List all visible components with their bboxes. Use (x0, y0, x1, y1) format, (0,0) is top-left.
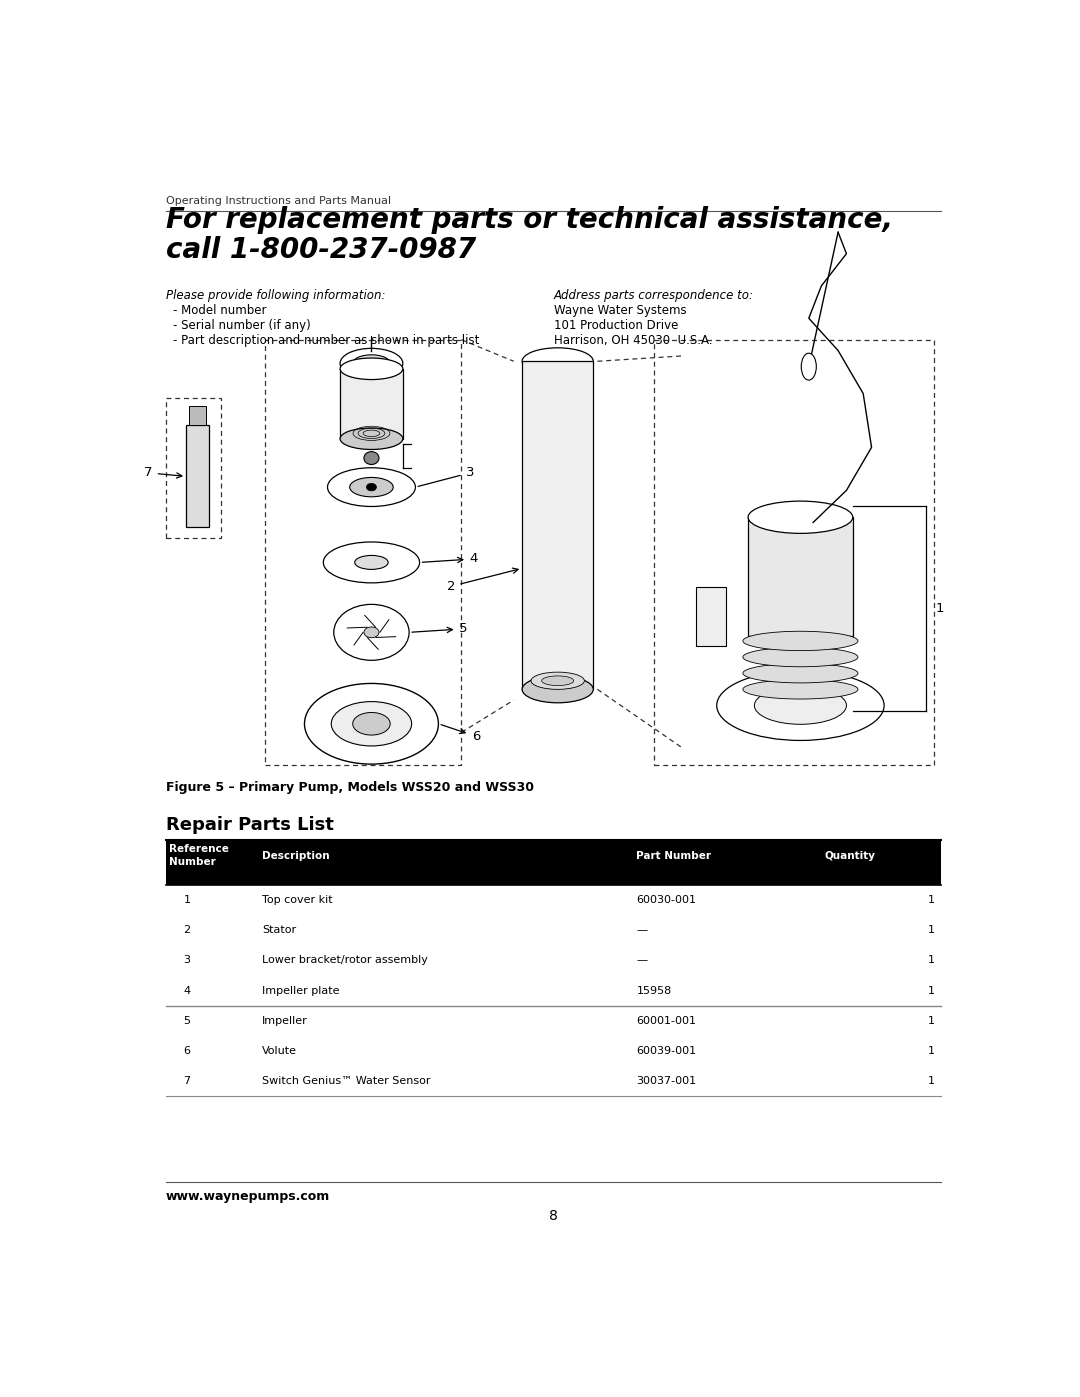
Bar (340, 369, 403, 439)
Text: 1: 1 (928, 956, 934, 965)
Text: 6: 6 (441, 725, 481, 743)
Bar (166, 1006, 941, 1035)
Text: Impeller: Impeller (262, 1016, 308, 1025)
Text: 1: 1 (928, 1076, 934, 1085)
Text: 8: 8 (549, 1208, 558, 1222)
Text: Stator: Stator (262, 925, 296, 936)
Ellipse shape (327, 468, 416, 507)
Ellipse shape (334, 605, 409, 661)
Text: 60030-001: 60030-001 (636, 895, 697, 905)
Text: 3: 3 (418, 467, 474, 486)
Ellipse shape (340, 358, 403, 380)
Text: 1: 1 (928, 1016, 934, 1025)
Text: www.waynepumps.com: www.waynepumps.com (166, 1190, 330, 1203)
Ellipse shape (323, 542, 419, 583)
Text: Figure 5 – Primary Pump, Models WSS20 and WSS30: Figure 5 – Primary Pump, Models WSS20 an… (166, 781, 534, 793)
Text: Address parts correspondence to:: Address parts correspondence to: (554, 289, 754, 302)
Ellipse shape (801, 353, 816, 380)
Text: 1: 1 (936, 602, 945, 615)
Text: Reference
Number: Reference Number (170, 844, 229, 866)
Text: 5: 5 (184, 1016, 190, 1025)
Text: 60001-001: 60001-001 (636, 1016, 697, 1025)
Text: Please provide following information:: Please provide following information: (166, 289, 386, 302)
Text: 2: 2 (184, 925, 190, 936)
Ellipse shape (354, 556, 388, 570)
Bar (166, 1035, 941, 1066)
Text: Part Number: Part Number (636, 851, 712, 861)
Ellipse shape (305, 683, 438, 764)
Text: 4: 4 (184, 985, 190, 996)
Ellipse shape (332, 701, 411, 746)
Ellipse shape (522, 348, 593, 374)
Bar (697, 587, 726, 647)
Text: Switch Genius™ Water Sensor: Switch Genius™ Water Sensor (262, 1076, 431, 1085)
Ellipse shape (364, 451, 379, 465)
Text: 4: 4 (422, 552, 478, 566)
Text: 6: 6 (184, 1046, 190, 1056)
Bar (166, 1066, 941, 1097)
Ellipse shape (350, 478, 393, 497)
Bar (166, 886, 941, 915)
Text: Top cover kit: Top cover kit (262, 895, 333, 905)
Ellipse shape (364, 627, 379, 637)
Text: 1: 1 (184, 895, 190, 905)
Text: - Serial number (if any): - Serial number (if any) (173, 320, 310, 332)
Bar (189, 407, 206, 425)
Bar (166, 946, 941, 975)
Ellipse shape (542, 676, 573, 686)
Text: Harrison, OH 45030  U.S.A.: Harrison, OH 45030 U.S.A. (554, 334, 712, 348)
Text: - Part description and number as shown in parts list: - Part description and number as shown i… (173, 334, 480, 348)
Bar (748, 517, 853, 636)
Text: Impeller plate: Impeller plate (262, 985, 340, 996)
Text: 3: 3 (184, 956, 190, 965)
Text: 60039-001: 60039-001 (636, 1046, 697, 1056)
Ellipse shape (531, 672, 584, 689)
Text: Description: Description (262, 851, 329, 861)
Ellipse shape (353, 712, 390, 735)
Text: Operating Instructions and Parts Manual: Operating Instructions and Parts Manual (166, 196, 391, 205)
Text: 2: 2 (447, 569, 518, 592)
Ellipse shape (340, 348, 403, 379)
Text: 30037-001: 30037-001 (636, 1076, 697, 1085)
Ellipse shape (748, 502, 853, 534)
Text: 1: 1 (928, 985, 934, 996)
Text: 7: 7 (184, 1076, 190, 1085)
Ellipse shape (743, 647, 858, 666)
Text: Quantity: Quantity (825, 851, 876, 861)
Text: 15958: 15958 (636, 985, 672, 996)
Text: 1: 1 (928, 1046, 934, 1056)
Ellipse shape (743, 631, 858, 651)
Text: call 1-800-237-0987: call 1-800-237-0987 (166, 236, 476, 264)
Text: Volute: Volute (262, 1046, 297, 1056)
Text: Lower bracket/rotor assembly: Lower bracket/rotor assembly (262, 956, 428, 965)
Ellipse shape (743, 664, 858, 683)
Ellipse shape (717, 671, 885, 740)
Text: 5: 5 (411, 622, 468, 636)
Bar (166, 840, 941, 886)
Text: 1: 1 (928, 925, 934, 936)
Text: 1: 1 (928, 895, 934, 905)
Bar (186, 425, 210, 528)
Ellipse shape (340, 427, 403, 450)
Ellipse shape (352, 355, 390, 372)
Text: - Model number: - Model number (173, 305, 266, 317)
Text: 101 Production Drive: 101 Production Drive (554, 320, 678, 332)
Bar (166, 915, 941, 946)
Ellipse shape (755, 687, 847, 724)
Ellipse shape (743, 680, 858, 698)
Text: —: — (636, 956, 648, 965)
Ellipse shape (366, 483, 377, 490)
Bar (166, 975, 941, 1006)
Text: Repair Parts List: Repair Parts List (166, 816, 334, 834)
Ellipse shape (522, 676, 593, 703)
Text: Wayne Water Systems: Wayne Water Systems (554, 305, 686, 317)
Text: For replacement parts or technical assistance,: For replacement parts or technical assis… (166, 207, 893, 235)
Text: —: — (636, 925, 648, 936)
Text: 7: 7 (145, 467, 181, 479)
Bar (522, 362, 593, 689)
